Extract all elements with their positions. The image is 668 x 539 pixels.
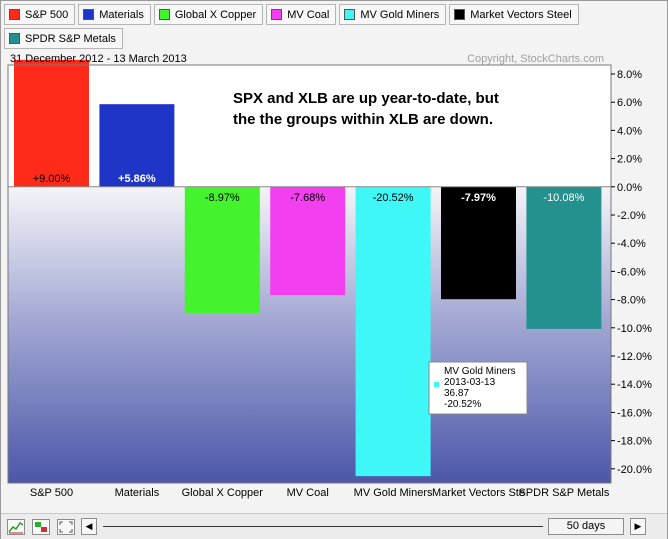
legend-swatch	[344, 9, 356, 20]
y-tick-label: -14.0%	[617, 379, 652, 391]
legend-item[interactable]: Global X Copper	[153, 4, 264, 25]
tooltip-line: 2013-03-13	[444, 377, 496, 388]
tooltip-box	[428, 361, 528, 415]
y-tick-label: 4.0%	[617, 125, 642, 137]
annotation-text: the the groups within XLB are down.	[233, 111, 493, 128]
bar-value-label: -8.97%	[205, 192, 240, 204]
chart-area: +9.00% +5.86% -8.97% -7.68% -20.52% -7.97% -10…	[1, 1, 667, 518]
bar-value-label: -10.08%	[543, 192, 584, 204]
legend-swatch	[454, 9, 466, 20]
legend-swatch	[158, 9, 170, 20]
y-tick-label: 0.0%	[617, 182, 642, 194]
legend-label: Market Vectors Steel	[470, 8, 572, 21]
performance-chart: +9.00% +5.86% -8.97% -7.68% -20.52% -7.97% -10…	[7, 53, 652, 499]
y-tick-label: -16.0%	[617, 407, 652, 419]
bar	[270, 186, 346, 296]
x-category-label: SPDR S&P Metals	[518, 487, 609, 499]
bar	[184, 186, 260, 314]
legend-item[interactable]: MV Gold Miners	[339, 4, 447, 25]
x-category-label: MV Gold Miners	[354, 487, 433, 499]
bar-mode-icon[interactable]	[32, 519, 50, 535]
scroll-track[interactable]	[103, 526, 543, 527]
copyright: Copyright, StockCharts.com	[467, 53, 604, 65]
y-tick-label: -10.0%	[617, 323, 652, 335]
y-tick-label: 6.0%	[617, 97, 642, 109]
fullscreen-icon[interactable]	[57, 519, 75, 535]
y-tick-label: -2.0%	[617, 210, 646, 222]
tooltip-line: -20.52%	[444, 399, 481, 410]
legend-item[interactable]: Materials	[78, 4, 151, 25]
y-tick-label: -8.0%	[617, 295, 646, 307]
y-tick-label: -12.0%	[617, 351, 652, 363]
legend-label: Global X Copper	[174, 8, 257, 21]
y-tick-label: -20.0%	[617, 464, 652, 476]
x-category-label: Global X Copper	[182, 487, 264, 499]
bar	[526, 186, 602, 329]
y-tick-label: -18.0%	[617, 436, 652, 448]
plot-border	[7, 64, 612, 484]
scroll-left-button[interactable]: ◀	[81, 518, 97, 535]
tooltip-line: 36.87	[444, 388, 469, 399]
bar	[14, 59, 89, 187]
bar-value-label: -7.68%	[290, 192, 325, 204]
bar	[441, 186, 516, 300]
chart-controls: ◀ 50 days ▶	[1, 513, 667, 539]
bar	[99, 104, 175, 187]
legend-item[interactable]: SPDR S&P Metals	[4, 28, 123, 49]
x-category-label: Market Vectors Ste	[432, 487, 525, 499]
legend-swatch	[9, 9, 20, 20]
period-selector[interactable]: 50 days	[548, 518, 624, 535]
bar-value-label: +9.00%	[33, 173, 71, 185]
bar-value-label: -7.97%	[461, 192, 496, 204]
legend: S&P 500 Materials Global X Copper MV Coal MV…	[4, 4, 604, 49]
legend-swatch	[271, 9, 283, 20]
y-tick-label: 2.0%	[617, 154, 642, 166]
legend-item[interactable]: Market Vectors Steel	[449, 4, 579, 25]
legend-label: MV Gold Miners	[360, 8, 440, 21]
legend-swatch	[9, 33, 20, 44]
date-range: 31 December 2012 - 13 March 2013	[10, 53, 187, 65]
x-category-label: Materials	[115, 487, 160, 499]
x-category-label: S&P 500	[30, 487, 73, 499]
y-tick-label: 8.0%	[617, 69, 642, 81]
y-tick-label: -6.0%	[617, 266, 646, 278]
legend-label: S&P 500	[25, 8, 69, 21]
tooltip-swatch	[434, 382, 439, 387]
scroll-right-button[interactable]: ▶	[630, 518, 646, 535]
bar	[355, 186, 431, 477]
legend-label: SPDR S&P Metals	[25, 32, 116, 45]
legend-item[interactable]: S&P 500	[4, 4, 76, 25]
legend-swatch	[83, 9, 95, 20]
legend-label: Materials	[99, 8, 144, 21]
annotation-text: SPX and XLB are up year-to-date, but	[233, 90, 499, 107]
bar-value-label: +5.86%	[118, 173, 156, 185]
y-tick-label: -4.0%	[617, 238, 646, 250]
tooltip-line: MV Gold Miners	[444, 366, 516, 377]
chart-type-icon[interactable]	[7, 519, 25, 535]
x-category-label: MV Coal	[287, 487, 329, 499]
legend-item[interactable]: MV Coal	[266, 4, 337, 25]
legend-label: MV Coal	[287, 8, 330, 21]
bar-value-label: -20.52%	[373, 192, 414, 204]
